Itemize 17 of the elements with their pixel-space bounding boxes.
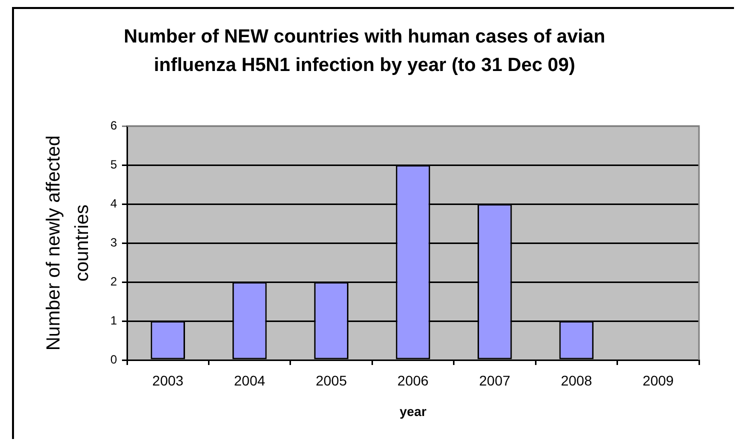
x-tick-label: 2009 [642,372,674,388]
x-tick-label: 2004 [234,372,266,388]
chart-title: Number of NEW countries with human cases of avian influenza H5N1 infection by year (to 31 Dec 09) [124,26,606,76]
x-tick-label: 2003 [152,372,184,388]
x-tick-label: 2005 [316,372,348,388]
y-axis-title: Number of newly affected countries [43,135,93,351]
y-tick-label: 1 [110,313,118,328]
y-tick-label: 6 [110,118,118,132]
y-tick-label: 4 [110,196,118,210]
y-tick-label: 0 [110,352,118,366]
x-tick-label: 2008 [560,372,592,388]
x-tick-label: 2007 [479,372,510,388]
y-tick-label: 2 [110,274,118,288]
x-axis-title: year [400,404,426,419]
y-tick-label: 3 [110,235,118,250]
x-tick-label: 2006 [397,372,429,388]
y-tick-label: 5 [110,157,118,172]
